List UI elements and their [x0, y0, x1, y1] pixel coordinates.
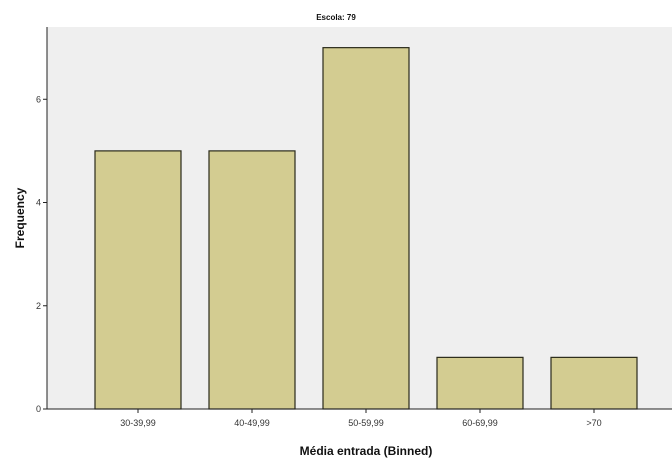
y-ticks-group: 0 2 4 6	[36, 94, 47, 414]
bar-4	[436, 356, 524, 410]
bar-5	[550, 356, 638, 410]
y-tick-label: 4	[36, 198, 41, 208]
x-tick-label: 50-59,99	[348, 418, 384, 428]
bar-1	[94, 150, 182, 410]
y-tick-label: 0	[36, 404, 41, 414]
y-tick-label: 6	[36, 94, 41, 104]
x-tick-label: >70	[586, 418, 601, 428]
chart-title: Escola: 79	[316, 13, 356, 22]
y-tick-label: 2	[36, 301, 41, 311]
bars-group	[94, 47, 638, 410]
x-tick-label: 30-39,99	[120, 418, 156, 428]
x-axis-label: Média entrada (Binned)	[300, 444, 433, 458]
bar-2	[208, 150, 296, 410]
x-ticks-group: 30-39,99 40-49,99 50-59,99 60-69,99 >70	[120, 409, 602, 428]
bar-3	[322, 47, 410, 410]
y-axis-label: Frequency	[13, 187, 27, 248]
x-tick-label: 60-69,99	[462, 418, 498, 428]
x-tick-label: 40-49,99	[234, 418, 270, 428]
